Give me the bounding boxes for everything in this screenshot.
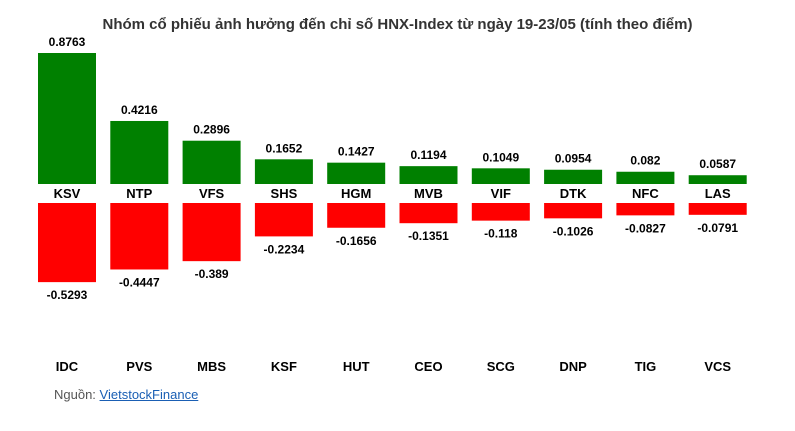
- value-label-ksf: -0.2234: [264, 242, 305, 256]
- bar-positive-mvb: [399, 166, 458, 184]
- category-label-ntp: NTP: [126, 186, 152, 201]
- category-label-scg: SCG: [487, 359, 515, 374]
- bar-negative-dnp: [544, 203, 603, 219]
- negative-bars: [38, 203, 747, 283]
- bar-positive-shs: [254, 159, 313, 184]
- source-line: Nguồn: VietstockFinance: [54, 387, 198, 402]
- bar-positive-vif: [471, 168, 530, 184]
- bar-negative-ksf: [254, 203, 313, 237]
- value-label-vcs: -0.0791: [697, 221, 738, 235]
- category-label-ksf: KSF: [271, 359, 297, 374]
- value-label-hgm: 0.1427: [338, 145, 375, 159]
- category-label-ceo: CEO: [414, 359, 442, 374]
- category-label-vif: VIF: [491, 186, 511, 201]
- value-label-ceo: -0.1351: [408, 229, 449, 243]
- value-label-ntp: 0.4216: [121, 103, 158, 117]
- category-label-vfs: VFS: [199, 186, 225, 201]
- bar-negative-hut: [327, 203, 386, 228]
- bar-positive-hgm: [327, 162, 386, 184]
- category-label-idc: IDC: [56, 359, 79, 374]
- category-label-ksv: KSV: [54, 186, 81, 201]
- value-label-mvb: 0.1194: [410, 148, 446, 162]
- bar-negative-pvs: [110, 203, 169, 270]
- value-label-vif: 0.1049: [482, 150, 519, 164]
- bar-negative-vcs: [688, 203, 747, 215]
- category-label-shs: SHS: [271, 186, 298, 201]
- bar-negative-mbs: [182, 203, 241, 262]
- chart-title: Nhóm cổ phiếu ảnh hưởng đến chỉ số HNX-I…: [102, 16, 693, 33]
- value-label-ksv: 0.8763: [49, 35, 86, 49]
- bar-positive-vfs: [182, 140, 241, 184]
- value-label-vfs: 0.2896: [193, 123, 230, 137]
- category-label-pvs: PVS: [126, 359, 152, 374]
- bar-negative-tig: [616, 203, 675, 216]
- value-label-dnp: -0.1026: [553, 224, 594, 238]
- value-label-mbs: -0.389: [195, 267, 229, 281]
- value-label-shs: 0.1652: [266, 141, 303, 155]
- category-label-hut: HUT: [343, 359, 370, 374]
- bar-positive-ksv: [38, 53, 96, 184]
- category-label-dtk: DTK: [560, 186, 587, 201]
- value-label-nfc: 0.082: [630, 154, 660, 168]
- category-label-nfc: NFC: [632, 186, 659, 201]
- bar-negative-scg: [471, 203, 530, 221]
- source-prefix: Nguồn:: [54, 387, 96, 402]
- bar-negative-ceo: [399, 203, 458, 224]
- value-label-las: 0.0587: [699, 157, 736, 171]
- chart-labels: 0.8763 KSV 0.4216 NTP 0.2896 VFS 0.1652 SHS 0.14…: [47, 35, 739, 374]
- category-label-vcs: VCS: [704, 359, 731, 374]
- bar-negative-idc: [38, 203, 96, 283]
- positive-bars: [38, 53, 747, 184]
- value-label-tig: -0.0827: [625, 221, 666, 235]
- category-label-tig: TIG: [635, 359, 657, 374]
- category-label-dnp: DNP: [559, 359, 587, 374]
- bar-positive-las: [688, 175, 747, 184]
- category-label-mbs: MBS: [197, 359, 226, 374]
- source-link[interactable]: VietstockFinance: [99, 387, 199, 402]
- bar-positive-nfc: [616, 171, 675, 184]
- bar-positive-ntp: [110, 120, 169, 184]
- category-label-las: LAS: [705, 186, 731, 201]
- value-label-hut: -0.1656: [336, 234, 377, 248]
- value-label-scg: -0.118: [484, 227, 518, 241]
- value-label-idc: -0.5293: [47, 288, 88, 302]
- category-label-mvb: MVB: [414, 186, 443, 201]
- bar-positive-dtk: [544, 169, 603, 184]
- category-label-hgm: HGM: [341, 186, 371, 201]
- value-label-pvs: -0.4447: [119, 275, 160, 289]
- value-label-dtk: 0.0954: [555, 152, 592, 166]
